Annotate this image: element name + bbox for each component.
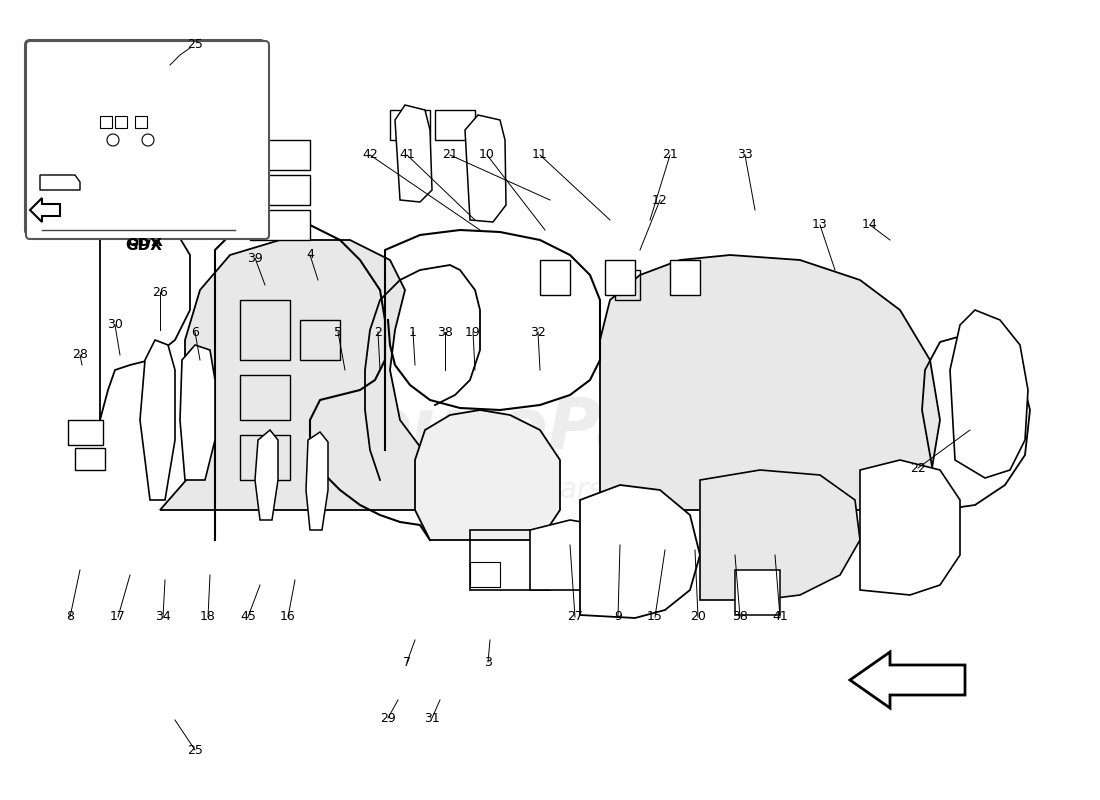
- Bar: [470, 562, 500, 587]
- Text: 45: 45: [240, 610, 256, 623]
- Text: 13: 13: [812, 218, 828, 231]
- Polygon shape: [180, 345, 214, 480]
- Polygon shape: [255, 430, 278, 520]
- Polygon shape: [55, 55, 225, 160]
- Text: 18: 18: [200, 610, 216, 623]
- Bar: [250, 140, 310, 170]
- Polygon shape: [415, 410, 560, 540]
- Text: 21: 21: [442, 149, 458, 162]
- Bar: [110, 115, 125, 130]
- Polygon shape: [700, 470, 860, 600]
- Text: 29: 29: [381, 711, 396, 725]
- Text: 41: 41: [399, 149, 415, 162]
- Text: 26: 26: [152, 286, 168, 298]
- Text: euroParts: euroParts: [362, 395, 758, 465]
- Polygon shape: [860, 460, 960, 595]
- Polygon shape: [465, 115, 506, 222]
- Text: 34: 34: [155, 610, 170, 623]
- Bar: [75, 448, 104, 470]
- Text: 3: 3: [484, 655, 492, 669]
- Text: 14: 14: [862, 218, 878, 231]
- Text: a passion for cars: a passion for cars: [358, 476, 603, 504]
- Bar: [116, 116, 127, 128]
- Text: 16: 16: [280, 610, 296, 623]
- Bar: [434, 110, 475, 140]
- Text: 11: 11: [532, 149, 548, 162]
- Text: 31: 31: [425, 711, 440, 725]
- Polygon shape: [140, 340, 175, 500]
- Polygon shape: [850, 652, 965, 708]
- Text: 42: 42: [362, 149, 378, 162]
- FancyBboxPatch shape: [26, 41, 270, 239]
- Polygon shape: [950, 310, 1028, 478]
- Text: 8: 8: [66, 610, 74, 623]
- Text: 5: 5: [334, 326, 342, 338]
- Text: GDX: GDX: [125, 238, 163, 253]
- Bar: [470, 530, 550, 590]
- Bar: [135, 115, 150, 130]
- Polygon shape: [530, 520, 615, 590]
- Polygon shape: [670, 260, 700, 295]
- Bar: [615, 270, 640, 300]
- Bar: [68, 420, 103, 445]
- Text: 30: 30: [107, 318, 123, 331]
- Bar: [240, 435, 290, 480]
- Bar: [300, 320, 340, 360]
- Polygon shape: [306, 432, 328, 530]
- Bar: [135, 116, 147, 128]
- Bar: [100, 116, 112, 128]
- Text: 9: 9: [614, 610, 622, 623]
- Polygon shape: [395, 105, 432, 202]
- Text: 21: 21: [662, 149, 678, 162]
- Text: 25: 25: [187, 38, 202, 50]
- FancyBboxPatch shape: [25, 40, 265, 235]
- Bar: [250, 210, 310, 240]
- Text: 28: 28: [73, 349, 88, 362]
- Text: 41: 41: [772, 610, 788, 623]
- Polygon shape: [160, 240, 430, 510]
- Bar: [250, 175, 310, 205]
- Text: 2: 2: [374, 326, 382, 338]
- Bar: [390, 110, 430, 140]
- Text: 38: 38: [733, 610, 748, 623]
- Polygon shape: [40, 175, 80, 190]
- Polygon shape: [580, 485, 700, 618]
- Polygon shape: [30, 198, 60, 222]
- Text: 38: 38: [437, 326, 453, 338]
- Polygon shape: [35, 195, 60, 213]
- Polygon shape: [540, 260, 570, 295]
- Text: 32: 32: [530, 326, 546, 338]
- Text: 10: 10: [480, 149, 495, 162]
- Text: 4: 4: [306, 249, 313, 262]
- Bar: [80, 115, 100, 130]
- Text: 20: 20: [690, 610, 706, 623]
- Polygon shape: [600, 255, 940, 510]
- Text: 7: 7: [403, 655, 411, 669]
- Text: 25: 25: [186, 53, 204, 67]
- Text: 6: 6: [191, 326, 199, 338]
- Bar: [240, 375, 290, 420]
- Bar: [735, 570, 780, 615]
- Text: 85: 85: [844, 429, 896, 471]
- Text: 19: 19: [465, 326, 481, 338]
- Text: 17: 17: [110, 610, 125, 623]
- Polygon shape: [605, 260, 635, 295]
- Text: 25: 25: [187, 743, 202, 757]
- Text: GDX: GDX: [126, 234, 164, 249]
- Text: 1: 1: [409, 326, 417, 338]
- Bar: [240, 300, 290, 360]
- Text: 15: 15: [647, 610, 663, 623]
- Text: 27: 27: [568, 610, 583, 623]
- Text: 39: 39: [248, 251, 263, 265]
- Text: 22: 22: [910, 462, 926, 474]
- Text: 33: 33: [737, 149, 752, 162]
- Text: 12: 12: [652, 194, 668, 206]
